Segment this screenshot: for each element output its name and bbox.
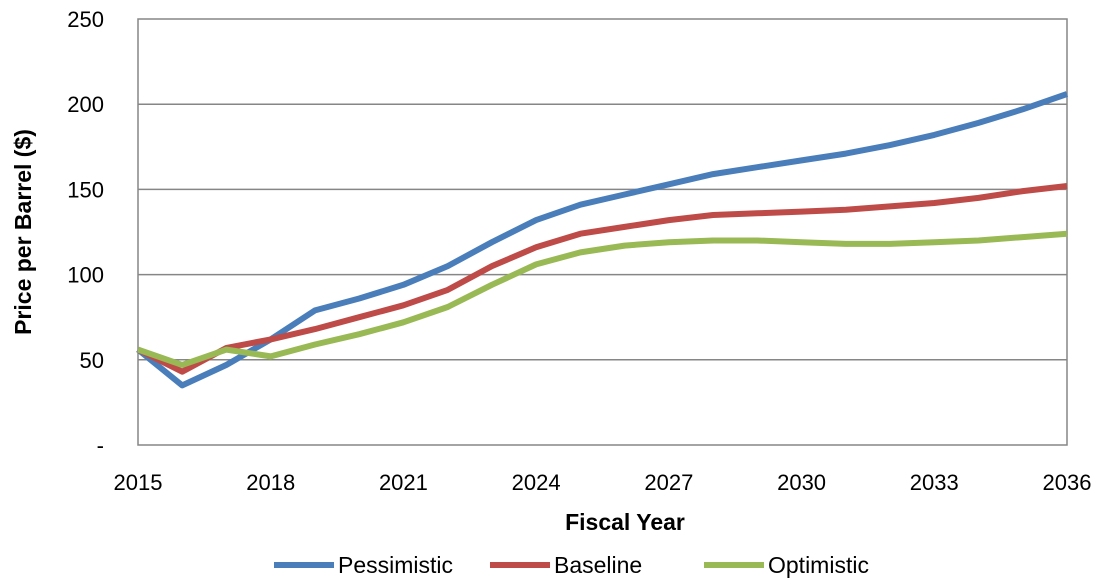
x-tick-label: 2027 [644, 470, 693, 495]
x-axis-tick-labels: 2015 2018 2021 2024 2027 2030 2033 2036 [114, 470, 1092, 495]
y-axis-tick-labels: - 50 100 150 200 250 [67, 7, 104, 458]
x-tick-label: 2015 [114, 470, 163, 495]
legend-label-baseline: Baseline [554, 552, 642, 578]
legend-label-pessimistic: Pessimistic [338, 552, 453, 578]
plot-area-frame [137, 18, 1068, 446]
x-axis-title: Fiscal Year [565, 509, 685, 535]
x-tick-label: 2018 [246, 470, 295, 495]
series-line-optimistic [137, 230, 1068, 368]
y-tick-label: 150 [67, 177, 104, 202]
series-lines [136, 91, 1068, 389]
x-tick-label: 2030 [777, 470, 826, 495]
x-tick-label: 2036 [1043, 470, 1092, 495]
series-line-baseline [136, 183, 1068, 375]
y-tick-label: - [97, 433, 104, 458]
x-tick-label: 2021 [379, 470, 428, 495]
y-tick-label: 250 [67, 7, 104, 32]
series-line-pessimistic [136, 91, 1068, 389]
legend-label-optimistic: Optimistic [768, 552, 869, 578]
x-tick-label: 2033 [910, 470, 959, 495]
x-tick-label: 2024 [512, 470, 561, 495]
gridlines [138, 103, 1067, 361]
y-tick-label: 100 [67, 263, 104, 288]
legend: Pessimistic Baseline Optimistic [274, 552, 869, 578]
y-tick-label: 200 [67, 92, 104, 117]
y-tick-label: 50 [80, 348, 104, 373]
y-axis-title: Price per Barrel ($) [10, 129, 36, 335]
